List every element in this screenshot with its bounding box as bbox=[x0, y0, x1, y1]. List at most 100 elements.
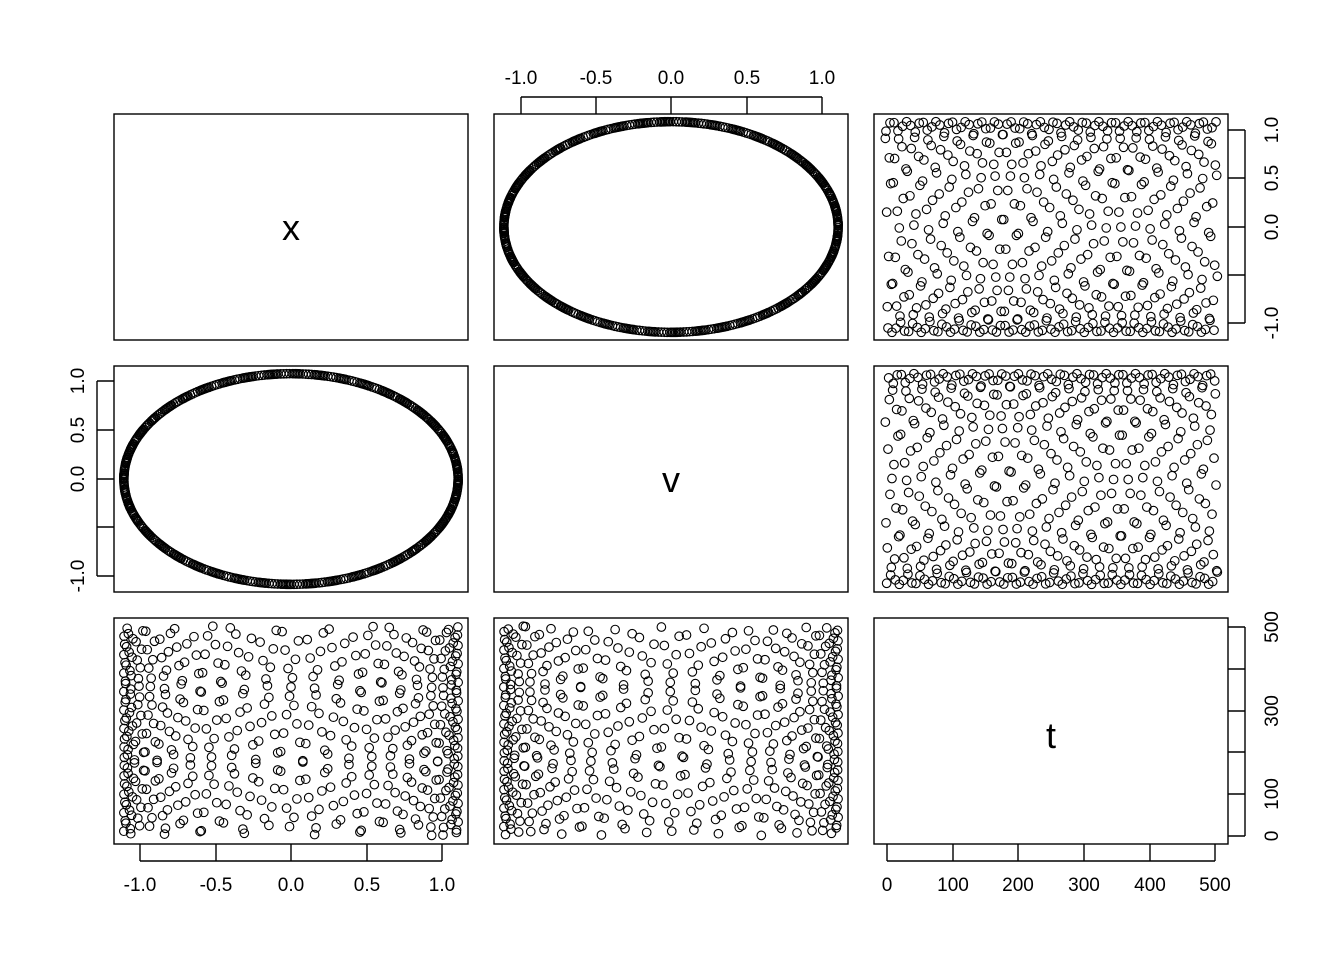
scatter-point bbox=[1120, 291, 1131, 302]
scatter-point bbox=[361, 724, 372, 735]
scatter-point bbox=[262, 680, 273, 691]
scatter-point bbox=[768, 625, 779, 635]
scatter-point bbox=[1141, 323, 1152, 334]
scatter-point bbox=[980, 123, 991, 134]
scatter-point bbox=[1065, 162, 1076, 173]
scatter-point bbox=[671, 327, 682, 338]
scatter-point bbox=[788, 791, 798, 801]
scatter-point bbox=[503, 782, 514, 793]
scatter-point bbox=[177, 394, 188, 404]
scatter-point bbox=[442, 745, 452, 756]
scatter-point bbox=[128, 439, 138, 450]
scatter-point bbox=[952, 136, 963, 146]
scatter-point bbox=[668, 695, 679, 706]
scatter-point bbox=[804, 659, 815, 670]
scatter-point bbox=[435, 719, 446, 730]
scatter-point bbox=[613, 643, 623, 653]
scatter-point bbox=[1049, 564, 1060, 575]
scatter-point bbox=[652, 743, 662, 754]
scatter-point bbox=[355, 827, 365, 837]
scatter-point bbox=[452, 630, 463, 640]
scatter-point bbox=[748, 775, 759, 785]
scatter-points-v-vs-t bbox=[880, 368, 1223, 590]
scatter-point bbox=[264, 692, 274, 703]
scatter-point bbox=[447, 656, 458, 667]
scatter-point bbox=[966, 307, 977, 318]
scatter-point bbox=[587, 747, 598, 758]
scatter-point bbox=[942, 247, 953, 258]
scatter-point bbox=[916, 471, 927, 482]
scatter-point bbox=[180, 796, 191, 807]
scatter-point bbox=[452, 648, 462, 659]
scatter-point bbox=[450, 494, 460, 504]
scatter-point bbox=[675, 771, 686, 781]
scatter-point bbox=[546, 623, 556, 634]
scatter-point bbox=[911, 578, 921, 589]
scatter-point bbox=[213, 658, 223, 668]
scatter-point bbox=[169, 623, 180, 634]
scatter-point bbox=[546, 295, 556, 306]
scatter-point bbox=[1139, 117, 1150, 128]
panel-x-vs-v bbox=[493, 113, 849, 341]
scatter-point bbox=[790, 809, 800, 820]
scatter-point bbox=[976, 465, 987, 476]
scatter-point bbox=[947, 174, 957, 185]
scatter-point bbox=[536, 648, 547, 658]
scatter-point bbox=[1168, 175, 1179, 186]
scatter-point bbox=[1161, 520, 1171, 531]
scatter-point bbox=[408, 795, 419, 806]
scatter-point bbox=[1205, 315, 1215, 326]
scatter-point bbox=[206, 760, 217, 771]
scatter-point bbox=[283, 663, 293, 674]
scatter-point bbox=[393, 554, 404, 565]
scatter-point bbox=[1133, 302, 1144, 313]
scatter-point bbox=[349, 790, 360, 800]
scatter-point bbox=[825, 707, 836, 717]
scatter-point bbox=[239, 684, 250, 695]
scatter-point bbox=[551, 145, 562, 156]
scatter-point bbox=[201, 724, 212, 734]
scatter-point bbox=[124, 647, 134, 658]
scatter-point bbox=[255, 577, 265, 588]
scatter-point bbox=[752, 654, 763, 664]
scatter-point bbox=[136, 426, 147, 437]
scatter-point bbox=[250, 754, 261, 765]
scatter-point bbox=[986, 296, 997, 306]
scatter-point bbox=[1114, 430, 1125, 441]
scatter-point bbox=[499, 792, 510, 803]
scatter-point bbox=[925, 427, 935, 438]
scatter-point bbox=[378, 695, 389, 706]
scatter-point bbox=[634, 731, 645, 742]
scatter-point bbox=[941, 540, 951, 550]
scatter-point bbox=[1096, 395, 1107, 406]
scatter-point bbox=[624, 647, 635, 658]
scatter-point bbox=[183, 778, 193, 789]
scatter-point bbox=[758, 812, 769, 823]
scatter-point bbox=[744, 765, 755, 776]
scatter-point bbox=[1028, 307, 1039, 318]
scatter-point bbox=[303, 792, 314, 803]
scatter-point bbox=[1150, 326, 1161, 336]
scatter-point bbox=[447, 698, 457, 709]
scatter-point bbox=[1061, 574, 1072, 584]
scatter-point bbox=[1106, 394, 1116, 404]
scatter-point bbox=[155, 792, 166, 803]
scatter-point bbox=[1014, 511, 1025, 522]
scatter-point bbox=[1202, 435, 1213, 446]
scatter-point bbox=[168, 749, 179, 760]
scatter-point bbox=[801, 622, 812, 633]
scatter-point bbox=[541, 818, 551, 829]
scatter-point bbox=[222, 641, 233, 652]
scatter-point bbox=[827, 651, 838, 662]
scatter-point bbox=[164, 786, 175, 797]
scatter-point bbox=[390, 787, 400, 798]
scatter-point bbox=[129, 758, 140, 768]
scatter-point bbox=[204, 770, 214, 781]
scatter-point bbox=[499, 737, 509, 748]
scatter-point bbox=[1016, 297, 1026, 308]
scatter-point bbox=[192, 704, 203, 715]
scatter-point bbox=[833, 709, 843, 720]
scatter-point bbox=[123, 498, 134, 509]
scatter-point bbox=[954, 232, 965, 243]
scatter-point bbox=[374, 696, 385, 707]
